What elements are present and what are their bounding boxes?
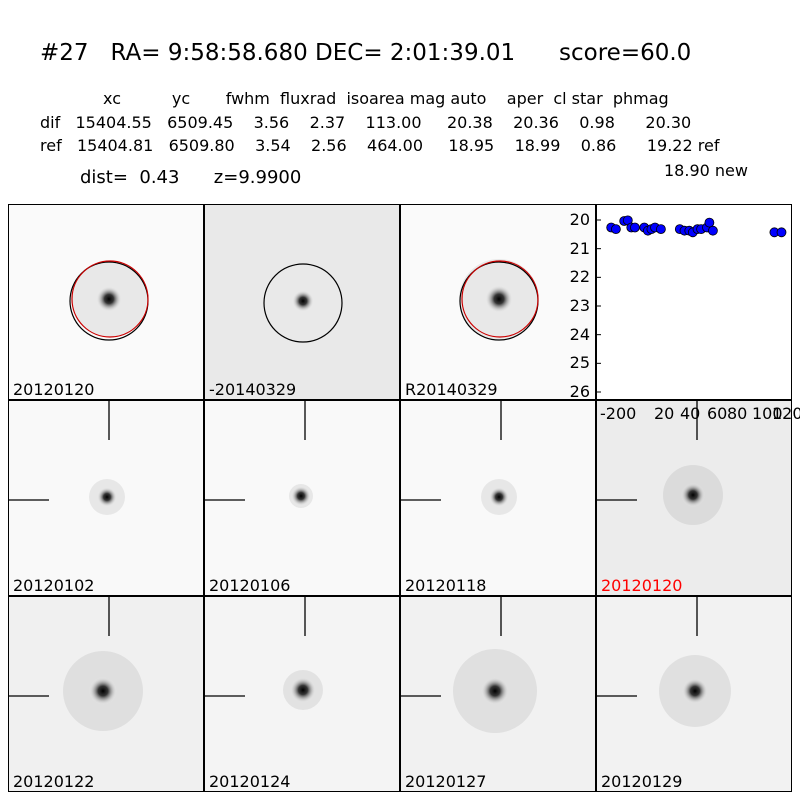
stamp-date-label: 20120127 xyxy=(405,772,487,791)
stamp-panel: 20120118 xyxy=(400,400,596,596)
stamp-date-label: R20140329 xyxy=(405,380,498,399)
stamp-image xyxy=(205,401,313,508)
x-tick-label: -200 xyxy=(600,404,637,423)
stamp-panel: R20140329 xyxy=(400,204,596,400)
lightcurve-point xyxy=(656,224,666,235)
star-source xyxy=(489,487,509,507)
dist-z-line: dist= 0.43 z=9.9900 xyxy=(80,167,302,188)
stamp-image xyxy=(9,401,125,515)
y-tick-label: 20 xyxy=(569,210,590,229)
dif-row: dif 15404.55 6509.45 3.56 2.37 113.00 20… xyxy=(40,113,692,132)
aperture-circle xyxy=(263,263,343,343)
candidate-title: #27 RA= 9:58:58.680 DEC= 2:01:39.01 scor… xyxy=(40,40,692,66)
star-source xyxy=(292,290,314,312)
ref-aperture-circle xyxy=(461,260,539,338)
stamp-panel: 20120122 xyxy=(8,596,204,792)
lightcurve-point xyxy=(776,227,787,238)
stamp-image xyxy=(401,401,517,515)
stamp-image xyxy=(69,260,149,341)
x-tick-label: 40 xyxy=(680,404,701,423)
y-tick-label: 21 xyxy=(569,238,590,258)
stamp-image xyxy=(597,401,723,525)
stamp-image xyxy=(401,597,537,733)
star-source xyxy=(485,285,513,313)
star-source xyxy=(97,487,117,507)
stamp-date-label: 20120120 xyxy=(601,576,683,595)
x-tick-label: 20 xyxy=(654,404,675,423)
y-tick-label: 23 xyxy=(569,296,590,315)
x-tick-label: 120 xyxy=(772,404,800,423)
y-tick-label: 26 xyxy=(569,382,590,401)
star-source xyxy=(290,677,316,703)
lightcurve-svg xyxy=(597,215,787,393)
stamp-date-label: 20120124 xyxy=(209,772,291,791)
stamp-date-label: 20120118 xyxy=(405,576,487,595)
lightcurve-point xyxy=(630,222,640,233)
star-source xyxy=(682,678,708,704)
ref-aperture-circle xyxy=(71,260,149,338)
y-tick-label: 25 xyxy=(569,353,590,373)
stamp-image xyxy=(9,597,143,731)
star-source xyxy=(96,286,122,312)
star-source xyxy=(481,677,509,705)
x-tick-label: 100 xyxy=(752,404,783,423)
star-source xyxy=(681,483,705,507)
stamp-image xyxy=(597,597,731,727)
lightcurve-point xyxy=(708,225,718,236)
y-tick-label: 22 xyxy=(569,267,590,287)
stamp-date-label: 20120106 xyxy=(209,576,291,595)
stamp-panel: 20120120 xyxy=(596,400,792,596)
stamp-panel: 20120127 xyxy=(400,596,596,792)
star-source xyxy=(89,677,117,705)
lightcurve-plot xyxy=(596,204,792,400)
x-tick-label: 60 xyxy=(707,404,728,423)
lightcurve-point xyxy=(610,224,621,235)
new-mag-row: 18.90 new xyxy=(664,161,748,180)
stamp-date-label: 20120102 xyxy=(13,576,95,595)
stamp-date-label: 20120122 xyxy=(13,772,95,791)
stamp-image xyxy=(205,597,323,710)
stamp-panel: 20120102 xyxy=(8,400,204,596)
x-tick-label: 80 xyxy=(727,404,748,423)
lightcurve-point xyxy=(704,217,715,228)
y-tick-label: 24 xyxy=(569,324,590,344)
stamp-image xyxy=(459,259,539,341)
stamp-panel: -20140329 xyxy=(204,204,400,400)
stamp-panel: 20120129 xyxy=(596,596,792,792)
stamp-panel: 20120120 xyxy=(8,204,204,400)
stamp-date-label: -20140329 xyxy=(209,380,297,399)
column-headers: xc yc fwhm fluxrad isoarea mag auto aper… xyxy=(103,89,669,108)
stamp-panel: 20120106 xyxy=(204,400,400,596)
ref-row: ref 15404.81 6509.80 3.54 2.56 464.00 18… xyxy=(40,136,720,155)
stamp-image xyxy=(263,263,343,343)
stamp-date-label: 20120129 xyxy=(601,772,683,791)
stamp-panel: 20120124 xyxy=(204,596,400,792)
star-source xyxy=(291,486,311,506)
stamp-date-label: 20120120 xyxy=(13,380,95,399)
